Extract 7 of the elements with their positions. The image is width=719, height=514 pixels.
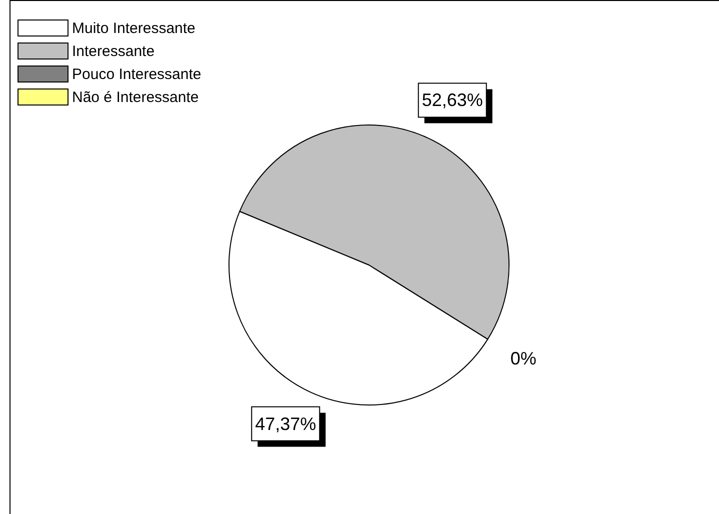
text: 0%: [510, 348, 536, 368]
legend-label: Não é Interessante: [72, 89, 199, 106]
legend-label: Interessante: [72, 43, 155, 60]
data-label: 47,37%: [255, 414, 316, 434]
legend-label: Pouco Interessante: [72, 66, 202, 83]
legend-label: Muito Interessante: [72, 20, 196, 37]
data-label: 52,63%: [422, 90, 483, 110]
